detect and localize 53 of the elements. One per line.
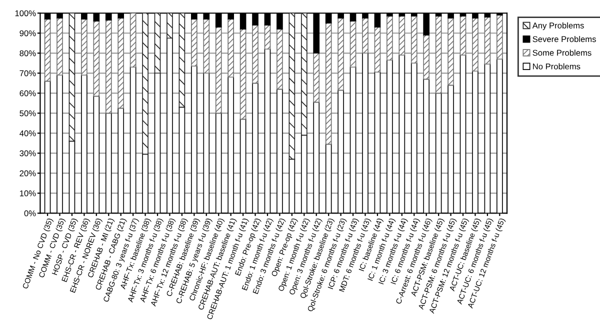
bar [448, 18, 454, 86]
bar [130, 13, 136, 68]
legend-label: Severe Problems [532, 36, 596, 42]
y-tick-label: 80% [20, 50, 36, 56]
y-tick-label: 60% [20, 90, 36, 96]
y-tick-label: 0% [24, 210, 36, 216]
bar [68, 13, 76, 142]
y-tick-label: 20% [20, 170, 36, 176]
bar [118, 18, 124, 109]
bar [252, 24, 258, 84]
bar [338, 18, 344, 91]
legend-label: Some Problems [532, 50, 592, 56]
bar [350, 20, 356, 68]
bar [203, 18, 210, 74]
bar [313, 52, 320, 103]
bar [325, 22, 332, 145]
y-tick-label: 10% [20, 190, 36, 196]
y-tick-label: 40% [20, 130, 36, 136]
bar [362, 18, 368, 54]
bar [460, 16, 466, 56]
bar [410, 16, 418, 64]
bar [44, 18, 51, 82]
bar [496, 14, 503, 60]
bar [386, 16, 393, 61]
legend-label: Any Problems [532, 22, 584, 30]
bar [166, 13, 173, 39]
y-tick-label: 90% [20, 30, 36, 36]
bar [93, 20, 100, 97]
bar [191, 18, 198, 67]
bar [398, 16, 406, 56]
bar [228, 18, 234, 78]
bar [264, 24, 271, 50]
bar [178, 13, 186, 108]
y-tick-label: 50% [20, 110, 36, 116]
bar [56, 18, 63, 76]
y-tick-label: 30% [20, 150, 36, 156]
bar [288, 13, 296, 160]
bar [142, 13, 148, 155]
bar [215, 26, 222, 114]
bar [81, 18, 88, 76]
bar [276, 28, 283, 90]
bar [435, 16, 442, 94]
y-tick-label: 70% [20, 70, 36, 76]
legend-label: No Problems [533, 63, 580, 70]
bar [300, 13, 308, 136]
bar [105, 20, 112, 114]
bar [240, 28, 246, 120]
bar [374, 26, 381, 73]
bar [423, 34, 430, 80]
bar [484, 16, 491, 65]
y-tick-label: 100% [15, 10, 36, 16]
bar [154, 13, 161, 74]
bar [472, 18, 478, 72]
